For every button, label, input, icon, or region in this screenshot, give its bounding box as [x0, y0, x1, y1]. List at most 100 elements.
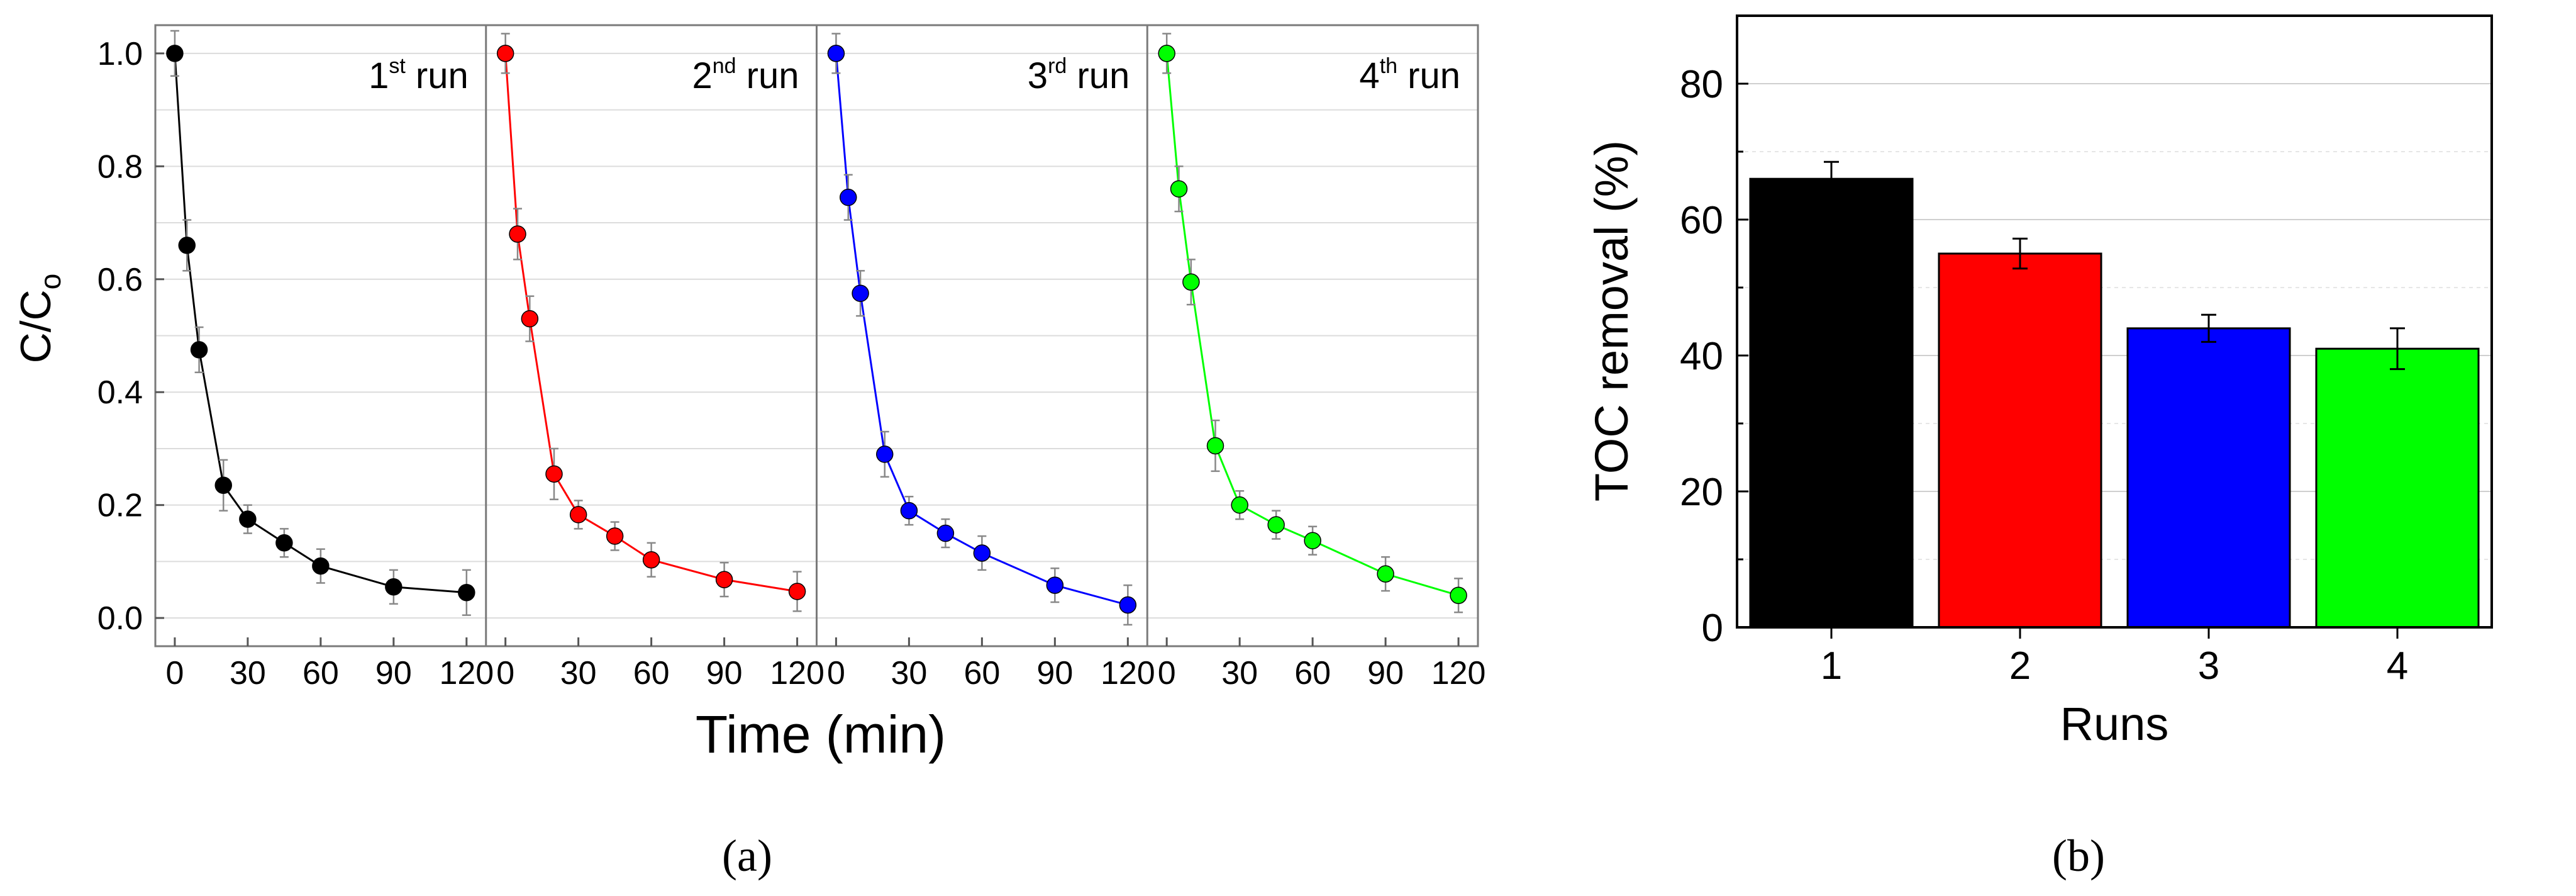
panel-a-data-point: [1182, 273, 1200, 291]
panel-a-y-tick-label: 1.0: [97, 36, 143, 72]
panel-a-series-1: [166, 30, 475, 616]
panel-a-data-point: [840, 188, 857, 206]
panel-b-x-tick-label: 4: [2387, 644, 2408, 688]
panel-b-x-ticks: 1 2 3 4: [1821, 627, 2408, 688]
panel-a-data-point: [178, 237, 196, 254]
run-word: run: [736, 55, 799, 96]
panel-b-y-tick-label: 60: [1680, 199, 1723, 242]
panel-a-series-3: [827, 33, 1137, 626]
panel-a-run-label-1: 1st run: [369, 54, 469, 96]
panel-b-bar-1: [1749, 177, 1914, 629]
panel-a-data-point: [875, 445, 894, 463]
panel-a-y-tick-label: 0.8: [97, 148, 143, 185]
panel-a-y-axis-label: C/Co: [12, 274, 67, 364]
run-ordinal: 1: [369, 55, 389, 96]
panel-a-x-tick-label: 0: [165, 655, 184, 692]
panel-a-data-point: [936, 524, 955, 542]
panel-a-x-tick-label: 60: [633, 655, 670, 692]
panel-a-x-tick-label: 90: [1036, 655, 1073, 692]
panel-a-data-point: [827, 45, 845, 62]
panel-a-data-point: [312, 557, 330, 575]
panel-a-data-point: [1170, 180, 1188, 198]
panel-a-run-label-2: 2nd run: [692, 54, 799, 96]
panel-a-x-tick-label: 30: [1221, 655, 1258, 692]
panel-a-run-label-3: 3rd run: [1028, 54, 1130, 96]
panel-a-x-tick-label: 0: [1158, 655, 1176, 692]
panel-a-x-tick-label: 0: [496, 655, 514, 692]
panel-a-data-point: [214, 476, 232, 495]
run-ordinal: 4: [1359, 55, 1379, 96]
panel-a-data-point: [569, 506, 587, 524]
panel-a-data-point: [1158, 45, 1175, 62]
run-ordinal-suffix: th: [1380, 54, 1397, 78]
panel-a-data-point: [509, 225, 526, 243]
panel-a-data-point: [496, 45, 514, 62]
panel-a-y-axis-label-main: C/C: [12, 289, 60, 363]
panel-a-data-point: [1206, 437, 1224, 455]
panel-b-bar-4: [2315, 347, 2480, 629]
panel-b-y-ticks: 0 20 40 60 80: [1680, 63, 1748, 650]
panel-a-x-tick-label: 60: [963, 655, 1000, 692]
panel-a-x-tick-label: 30: [560, 655, 597, 692]
panel-a-series-4: [1158, 33, 1467, 613]
panel-b-x-tick-label: 3: [2198, 644, 2219, 688]
panel-b-y-tick-label: 0: [1702, 607, 1723, 650]
panel-b-y-tick-label: 80: [1680, 63, 1723, 106]
panel-a-y-tick-label: 0.4: [97, 374, 143, 411]
panel-a-y-tick-label: 0.6: [97, 262, 143, 298]
panel-a-data-point: [1231, 496, 1248, 514]
panel-b-y-tick-label: 40: [1680, 335, 1723, 378]
panel-a-data-point: [606, 527, 624, 545]
panel-a-x-tick-label: 60: [1294, 655, 1331, 692]
panel-a-y-ticks: 0.0 0.2 0.4 0.6 0.8 1.0: [97, 36, 164, 637]
panel-a-x-ticks: 0 30 60 90 120 0 30 60 90 120 0 30 60 90 120 0 30 60 90 120: [165, 637, 1485, 692]
panel-b-caption: (b): [2052, 831, 2105, 881]
panel-b-bars: [1749, 160, 2480, 629]
panel-a-x-tick-label: 120: [770, 655, 824, 692]
panel-a-data-point: [545, 465, 563, 483]
panel-a-x-tick-label: 90: [1367, 655, 1404, 692]
panel-a-caption: (a): [722, 831, 772, 881]
run-word: run: [1397, 55, 1460, 96]
panel-a-series: [166, 30, 1467, 626]
panel-b-bar-2: [1938, 252, 2102, 629]
panel-b-plot-frame: [1736, 14, 2493, 629]
panel-a-data-point: [190, 341, 208, 359]
panel-a-kinetics-chart: 1st run 2nd run 3rd run 4th run 0.00.20.40.…: [12, 24, 1485, 881]
panel-b-x-tick-label: 2: [2009, 644, 2031, 688]
panel-a-x-tick-label: 120: [1101, 655, 1155, 692]
panel-a-data-point: [1119, 596, 1137, 614]
panel-a-data-point: [275, 534, 293, 552]
panel-a-data-point: [1450, 586, 1467, 604]
panel-b-y-tick-label: 20: [1680, 471, 1723, 514]
panel-a-data-point: [239, 510, 257, 528]
run-ordinal: 2: [692, 55, 712, 96]
run-ordinal-suffix: st: [389, 54, 406, 78]
panel-a-data-point: [1304, 532, 1321, 549]
panel-a-x-tick-label: 0: [827, 655, 845, 692]
panel-b-x-tick-label: 1: [1821, 644, 1842, 688]
panel-a-data-point: [1046, 576, 1064, 594]
panel-a-data-point: [900, 501, 918, 520]
panel-a-data-point: [1267, 516, 1285, 534]
panel-a-data-point: [521, 310, 539, 328]
panel-a-data-point: [788, 583, 806, 600]
panel-b-toc-chart: 0 20 40 60 80 1 2 3 4 TOC removal (%) Runs (b): [1585, 14, 2493, 881]
panel-a-plot-frame: [154, 24, 1479, 647]
panel-a-data-point: [852, 284, 869, 302]
panel-b-bar-3: [2126, 327, 2291, 629]
panel-a-x-tick-label: 60: [303, 655, 339, 692]
panel-a-x-tick-label: 90: [706, 655, 743, 692]
panel-a-y-axis-label-subscript: o: [34, 274, 67, 290]
panel-b-x-axis-label: Runs: [2060, 698, 2169, 750]
panel-a-x-tick-label: 30: [230, 655, 266, 692]
panel-a-data-point: [642, 551, 660, 569]
panel-a-x-tick-label: 90: [375, 655, 412, 692]
panel-a-run-label-4: 4th run: [1359, 54, 1460, 96]
panel-a-x-tick-label: 120: [439, 655, 494, 692]
panel-a-x-tick-label: 120: [1431, 655, 1486, 692]
run-word: run: [406, 55, 469, 96]
panel-a-data-point: [385, 578, 402, 596]
panel-a-data-point: [715, 571, 733, 588]
